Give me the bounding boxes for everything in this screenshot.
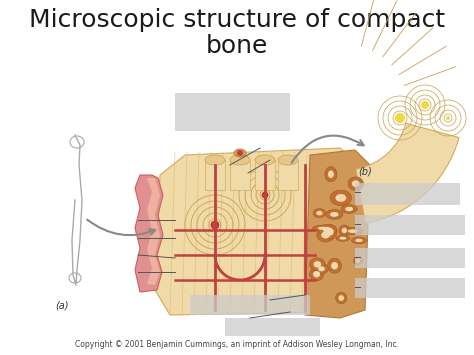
Bar [278, 160, 298, 190]
Ellipse shape [310, 258, 325, 271]
Ellipse shape [354, 256, 362, 265]
Bar [205, 160, 225, 190]
Ellipse shape [356, 258, 360, 263]
Ellipse shape [341, 204, 357, 213]
Ellipse shape [319, 224, 337, 235]
Text: (a): (a) [55, 300, 69, 310]
Circle shape [262, 192, 268, 198]
Ellipse shape [351, 237, 366, 244]
Ellipse shape [336, 292, 347, 304]
Ellipse shape [313, 209, 326, 218]
Text: Microscopic structure of compact: Microscopic structure of compact [29, 8, 445, 32]
Wedge shape [356, 123, 459, 223]
Ellipse shape [326, 209, 343, 219]
Polygon shape [305, 150, 370, 318]
Bar [225, 318, 320, 336]
Ellipse shape [339, 225, 350, 236]
Bar [355, 183, 460, 205]
Ellipse shape [345, 207, 353, 211]
Ellipse shape [331, 262, 338, 269]
Text: (b): (b) [358, 167, 372, 177]
Ellipse shape [343, 228, 363, 235]
Ellipse shape [339, 237, 346, 240]
Ellipse shape [313, 271, 320, 278]
Text: bone: bone [206, 34, 268, 58]
Ellipse shape [330, 212, 338, 217]
Ellipse shape [323, 227, 332, 233]
Ellipse shape [318, 227, 328, 230]
Text: Copyright © 2001 Benjamin Cummings, an imprint of Addison Wesley Longman, Inc.: Copyright © 2001 Benjamin Cummings, an i… [75, 340, 399, 349]
Ellipse shape [327, 228, 334, 235]
Ellipse shape [352, 180, 360, 187]
Circle shape [446, 116, 450, 120]
Ellipse shape [230, 155, 250, 165]
Ellipse shape [328, 258, 341, 273]
Ellipse shape [328, 170, 334, 178]
Bar [255, 160, 275, 190]
Ellipse shape [318, 266, 325, 271]
Ellipse shape [336, 194, 346, 202]
Circle shape [395, 113, 405, 123]
Ellipse shape [325, 167, 337, 182]
Ellipse shape [338, 295, 344, 301]
Ellipse shape [312, 225, 334, 231]
Ellipse shape [310, 268, 324, 281]
Ellipse shape [342, 228, 347, 233]
Ellipse shape [234, 149, 246, 157]
Polygon shape [155, 148, 360, 315]
Bar [355, 215, 465, 235]
Ellipse shape [205, 155, 225, 165]
Ellipse shape [336, 235, 350, 241]
Bar [230, 160, 250, 190]
Circle shape [421, 101, 429, 109]
Circle shape [237, 150, 243, 156]
Ellipse shape [315, 264, 328, 274]
Polygon shape [147, 178, 160, 285]
Ellipse shape [348, 177, 364, 190]
Bar [175, 93, 290, 131]
Bar [355, 248, 465, 268]
Ellipse shape [313, 261, 321, 268]
Ellipse shape [317, 228, 334, 242]
Ellipse shape [278, 155, 298, 165]
Polygon shape [135, 175, 163, 292]
Ellipse shape [324, 225, 337, 239]
Ellipse shape [316, 211, 323, 215]
Bar [190, 295, 310, 315]
Ellipse shape [255, 155, 275, 165]
Ellipse shape [355, 239, 363, 242]
Circle shape [211, 221, 219, 229]
Ellipse shape [348, 229, 358, 233]
Ellipse shape [330, 190, 352, 206]
Bar [355, 278, 465, 298]
Ellipse shape [321, 231, 330, 239]
